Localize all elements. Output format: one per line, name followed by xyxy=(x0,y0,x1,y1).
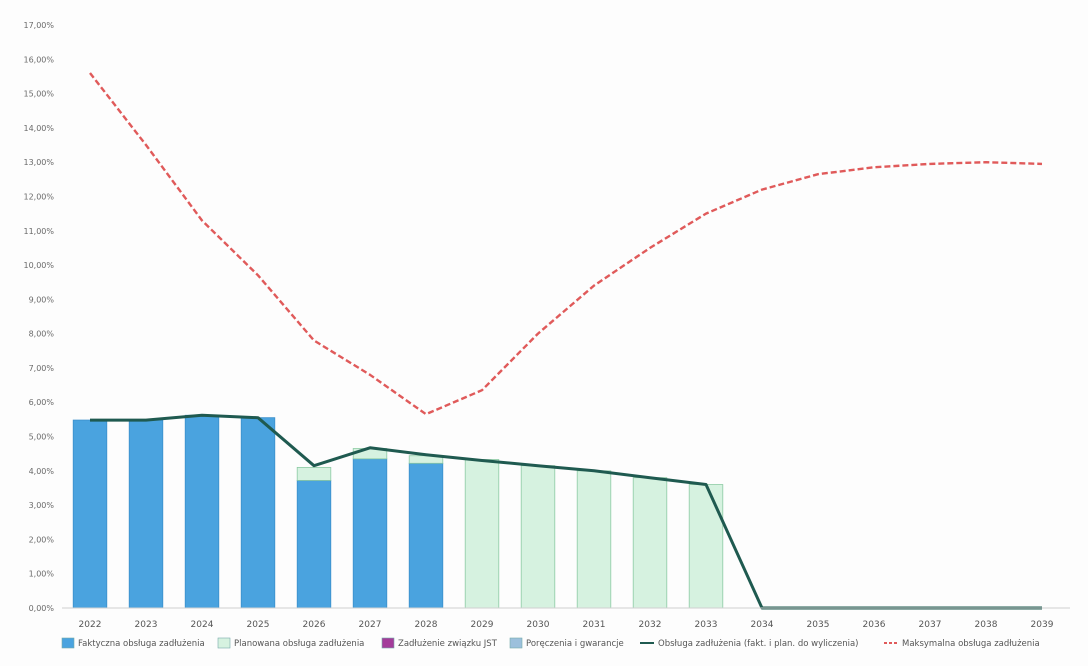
x-tick-label: 2029 xyxy=(471,620,494,630)
y-tick-label: 15,00% xyxy=(23,90,54,99)
bar xyxy=(464,459,500,609)
bar xyxy=(576,470,612,609)
bar xyxy=(72,419,108,609)
legend: Faktyczna obsługa zadłużenia Planowana ob… xyxy=(61,637,1040,649)
legend-swatch xyxy=(509,637,523,649)
x-tick-label: 2036 xyxy=(863,620,886,630)
legend-label: Poręczenia i gwarancje xyxy=(526,639,624,649)
x-tick-label: 2037 xyxy=(919,620,942,630)
y-tick-label: 0,00% xyxy=(29,604,55,613)
y-tick-label: 10,00% xyxy=(23,261,54,270)
y-tick-label: 17,00% xyxy=(23,21,54,30)
legend-label: Zadłużenie związku JST xyxy=(398,639,498,649)
bar xyxy=(408,462,444,609)
bar xyxy=(184,414,220,609)
legend-swatch xyxy=(217,637,231,649)
x-axis: 2022 2023 2024 2025 2026 2027 2028 2029 2030 2031… xyxy=(79,620,1054,630)
series-line-max-debt-service xyxy=(89,72,1043,416)
legend-swatch xyxy=(61,637,75,649)
legend-label: Faktyczna obsługa zadłużenia xyxy=(78,639,205,649)
x-tick-label: 2028 xyxy=(415,620,438,630)
x-tick-label: 2033 xyxy=(695,620,718,630)
y-tick-label: 4,00% xyxy=(29,467,55,476)
y-tick-label: 13,00% xyxy=(23,158,54,167)
x-tick-label: 2022 xyxy=(79,620,102,630)
y-tick-label: 9,00% xyxy=(29,295,55,304)
bar xyxy=(688,484,724,609)
x-tick-label: 2034 xyxy=(751,620,774,630)
y-tick-label: 12,00% xyxy=(23,192,54,201)
x-tick-label: 2023 xyxy=(135,620,158,630)
legend-label: Planowana obsługa zadłużenia xyxy=(234,639,364,649)
bar xyxy=(352,458,388,609)
x-tick-label: 2031 xyxy=(583,620,606,630)
x-tick-label: 2035 xyxy=(807,620,830,630)
x-tick-label: 2032 xyxy=(639,620,662,630)
bar xyxy=(296,480,332,609)
y-tick-label: 5,00% xyxy=(29,433,55,442)
x-tick-label: 2027 xyxy=(359,620,382,630)
y-tick-label: 6,00% xyxy=(29,398,55,407)
bar xyxy=(128,419,164,609)
x-tick-label: 2025 xyxy=(247,620,270,630)
y-tick-label: 7,00% xyxy=(29,364,55,373)
y-tick-label: 1,00% xyxy=(29,570,55,579)
x-tick-label: 2024 xyxy=(191,620,214,630)
x-tick-label: 2038 xyxy=(975,620,998,630)
y-tick-label: 2,00% xyxy=(29,535,55,544)
x-tick-label: 2039 xyxy=(1031,620,1054,630)
y-tick-label: 16,00% xyxy=(23,55,54,64)
bars xyxy=(72,414,724,609)
y-tick-label: 14,00% xyxy=(23,124,54,133)
legend-label: Obsługa zadłużenia (fakt. i plan. do wyl… xyxy=(658,639,858,649)
legend-swatch xyxy=(381,637,395,649)
x-tick-label: 2030 xyxy=(527,620,550,630)
legend-label: Maksymalna obsługa zadłużenia xyxy=(902,639,1040,649)
y-tick-label: 11,00% xyxy=(23,227,54,236)
bar xyxy=(632,477,668,609)
bar xyxy=(296,466,332,481)
y-axis: 0,00% 1,00% 2,00% 3,00% 4,00% 5,00% 6,00% 7,00%… xyxy=(23,21,54,613)
y-tick-label: 8,00% xyxy=(29,330,55,339)
bar xyxy=(520,465,556,609)
bar xyxy=(240,417,276,609)
y-tick-label: 3,00% xyxy=(29,501,55,510)
x-tick-label: 2026 xyxy=(303,620,326,630)
